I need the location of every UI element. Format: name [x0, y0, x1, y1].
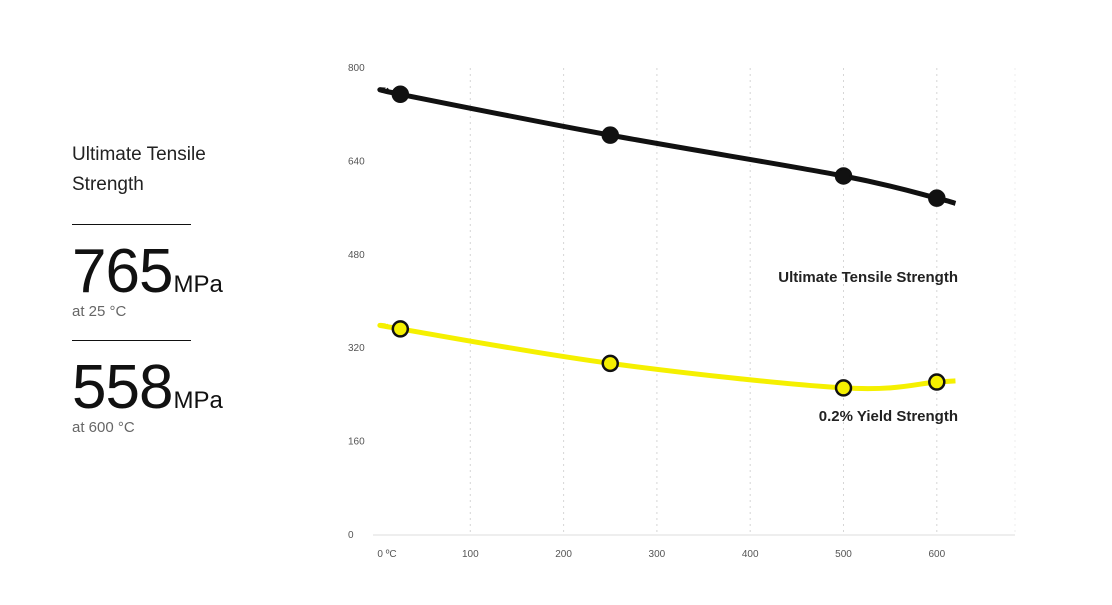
- y-tick-label: 800: [348, 63, 365, 74]
- y-tick-label: 0: [348, 530, 354, 541]
- x-tick-label: 600: [928, 549, 945, 560]
- data-point: [834, 379, 853, 397]
- series-line: [377, 322, 956, 392]
- x-tick-label: 200: [555, 549, 572, 560]
- series: [377, 85, 957, 397]
- divider: [72, 224, 191, 225]
- stat-value: 558: [72, 353, 173, 422]
- stat-note: at 600 °C: [72, 419, 135, 436]
- data-point: [928, 373, 946, 391]
- data-point: [391, 85, 410, 104]
- x-tick-label: 0 ºC: [377, 549, 396, 560]
- axes: 0 160 320 480 640 800 0 ºC 100 200 300 400 500 600: [348, 63, 1015, 560]
- x-tick-label: 100: [462, 549, 479, 560]
- x-tick-label: 400: [742, 549, 759, 560]
- stat-value: 765: [72, 237, 173, 306]
- divider: [72, 340, 191, 341]
- data-point: [601, 126, 619, 144]
- y-tick-label: 640: [348, 156, 365, 167]
- series-labels: Ultimate Tensile Strength 0.2% Yield Stre…: [778, 269, 958, 425]
- series-label: 0.2% Yield Strength: [819, 408, 958, 425]
- x-tick-label: 500: [835, 549, 852, 560]
- grid: [469, 68, 1016, 535]
- data-point: [928, 189, 946, 207]
- data-point: [391, 320, 410, 338]
- stats-panel: Ultimate Tensile Strength 765MPa at 25 °…: [72, 140, 272, 436]
- stat-block-1: 765MPa at 25 °C: [72, 241, 272, 321]
- series-label: Ultimate Tensile Strength: [778, 269, 958, 286]
- series-line: [377, 87, 957, 206]
- y-tick-label: 480: [348, 250, 365, 261]
- stat-unit: MPa: [173, 387, 223, 414]
- stat-block-2: 558MPa at 600 °C: [72, 357, 272, 437]
- y-tick-label: 320: [348, 343, 365, 354]
- y-tick-label: 160: [348, 437, 365, 448]
- data-point: [601, 354, 619, 373]
- panel-heading: Ultimate Tensile Strength: [72, 144, 206, 195]
- x-tick-label: 300: [649, 549, 666, 560]
- stat-unit: MPa: [173, 271, 223, 298]
- data-point: [834, 167, 853, 185]
- stat-note: at 25 °C: [72, 303, 127, 320]
